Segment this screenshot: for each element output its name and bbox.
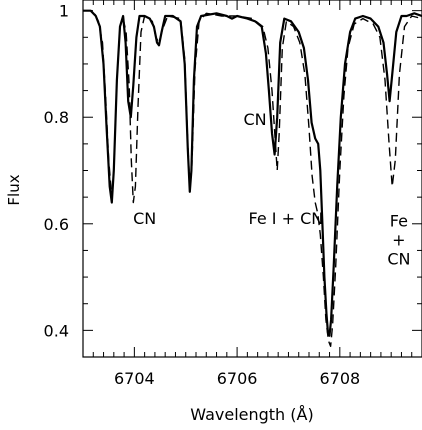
y-tick-label: 0.8 (44, 108, 69, 127)
series-line-dashed (83, 10, 422, 347)
line-annotation: Fe + CN (387, 211, 410, 268)
annotations: CN CN Fe I + CN Fe + CN (133, 110, 410, 268)
y-axis-label: Flux (5, 174, 23, 205)
line-annotation: Fe I + CN (249, 209, 324, 228)
plot-area (83, 9, 422, 347)
line-annotation: CN (243, 110, 266, 129)
x-axis: 6704 6706 6708 (82, 0, 422, 388)
x-tick-label: 6708 (319, 369, 360, 388)
x-axis-label: Wavelength (Å) (190, 405, 313, 424)
plot-frame (82, 0, 422, 358)
y-tick-label: 0.6 (44, 215, 69, 234)
y-axis: 0.4 0.6 0.8 1 (44, 2, 422, 358)
y-tick-label: 1 (59, 2, 69, 21)
line-annotation: CN (133, 209, 156, 228)
y-tick-label: 0.4 (44, 321, 69, 340)
x-tick-label: 6706 (217, 369, 258, 388)
x-tick-label: 6704 (114, 369, 155, 388)
